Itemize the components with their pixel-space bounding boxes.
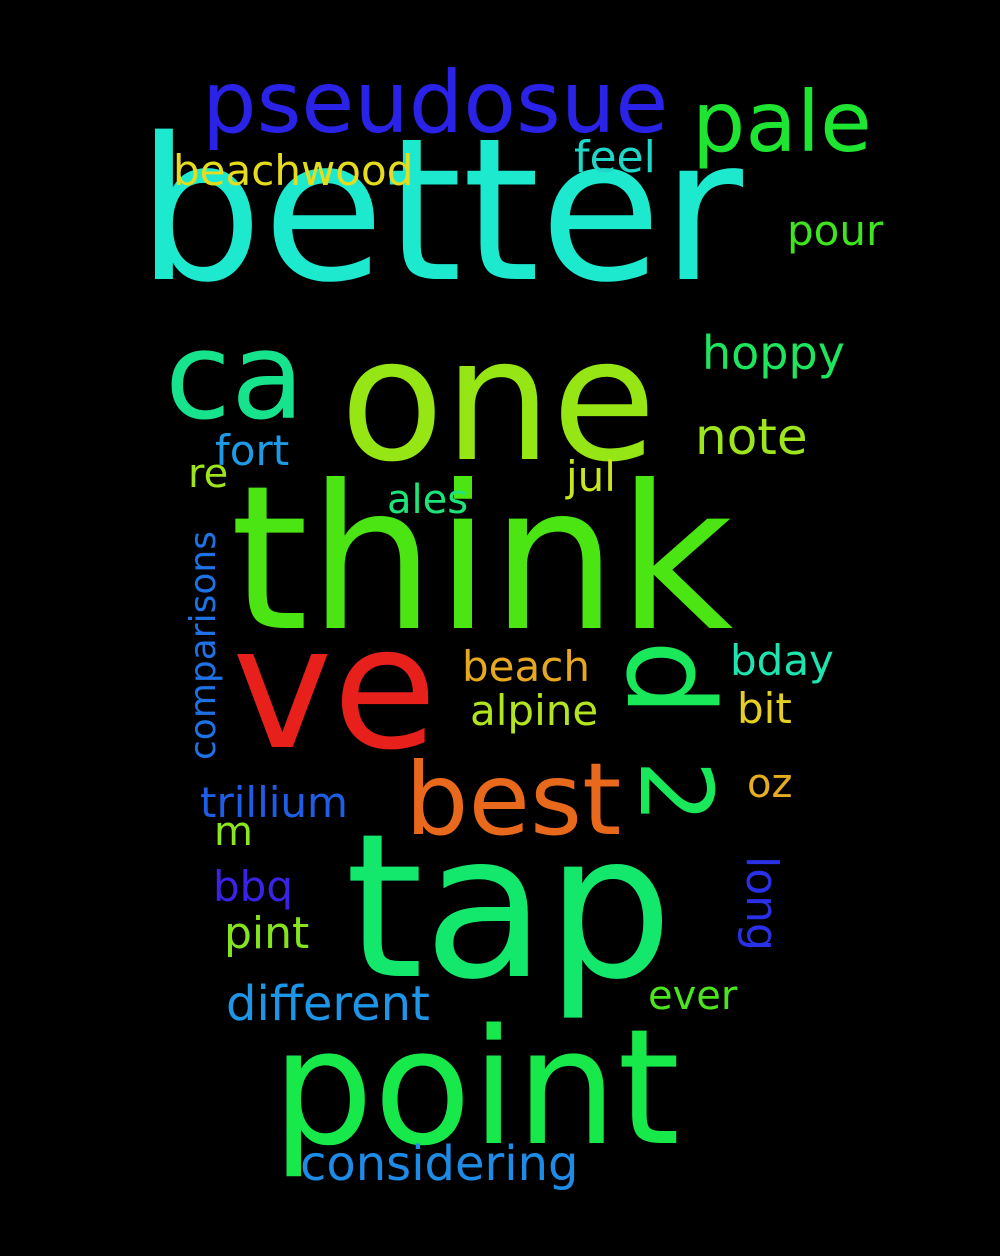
word-point: point [272, 994, 681, 1181]
word-ca: ca [165, 308, 305, 447]
word-trillium: trillium [200, 778, 348, 827]
word-bbq: bbq [213, 862, 293, 911]
word-2: 2 [617, 760, 734, 824]
word-better: better [137, 95, 743, 326]
word-bday: bday [730, 636, 834, 685]
word-beach: beach [462, 642, 590, 691]
word-considering: considering [300, 1136, 579, 1192]
word-ales: ales [387, 477, 469, 523]
word-pale: pale [692, 73, 872, 171]
word-ve: ve [232, 590, 438, 788]
word-long: long [736, 856, 787, 951]
word-best: best [405, 741, 622, 858]
word-bit: bit [737, 684, 792, 733]
word-pint: pint [224, 908, 310, 959]
word-different: different [226, 976, 430, 1032]
word-ever: ever [648, 973, 738, 1019]
word-feel: feel [574, 132, 656, 183]
word-comparisons: comparisons [183, 531, 224, 760]
word-pseudosue: pseudosue [202, 53, 669, 153]
word-pour: pour [787, 206, 884, 255]
word-d: d [599, 640, 738, 717]
word-oz: oz [747, 761, 793, 807]
word-note: note [695, 408, 808, 466]
word-m: m [214, 809, 253, 855]
word-jul: jul [566, 452, 616, 501]
word-hoppy: hoppy [702, 326, 845, 380]
word-re: re [188, 451, 229, 497]
word-alpine: alpine [470, 686, 599, 735]
word-tap: tap [345, 791, 673, 1024]
word-beachwood: beachwood [173, 146, 414, 195]
word-fort: fort [215, 426, 290, 475]
word-one: one [340, 302, 657, 500]
word-think: think [230, 443, 734, 676]
